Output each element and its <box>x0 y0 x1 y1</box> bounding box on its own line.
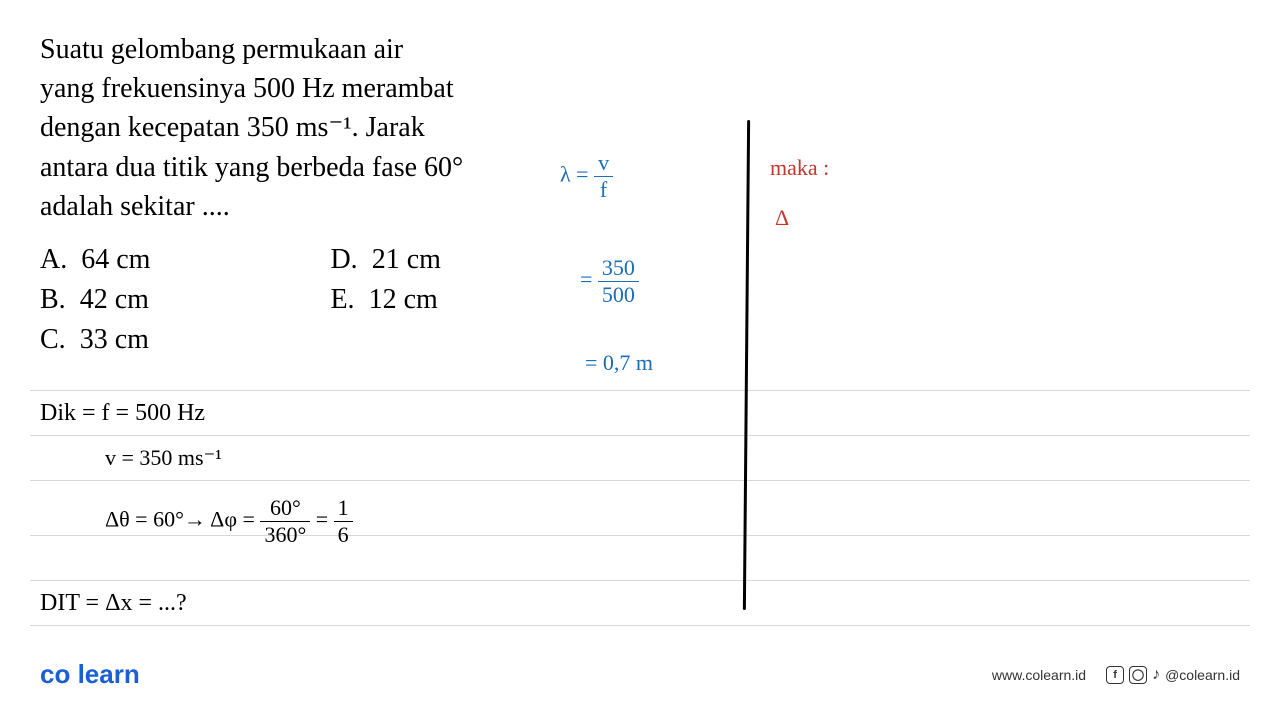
hw-text: Δ <box>775 205 789 230</box>
ruled-line <box>30 580 1250 581</box>
footer-url: www.colearn.id <box>992 667 1086 683</box>
hw-text: 360° <box>260 522 310 548</box>
footer-handle: @colearn.id <box>1165 667 1240 683</box>
hw-text: = <box>310 507 333 532</box>
question-line: dengan kecepatan 350 ms⁻¹. Jarak <box>40 112 425 143</box>
brand-logo: co learn <box>40 659 140 690</box>
handwriting-delta: Δ <box>775 205 789 231</box>
social-icons: f ◯ ♪ @colearn.id <box>1106 666 1240 684</box>
option-value: 12 cm <box>369 284 438 315</box>
option-e: E. 12 cm <box>330 284 440 316</box>
hw-text: 6 <box>334 522 353 548</box>
logo-dot <box>70 659 77 689</box>
option-value: 33 cm <box>80 324 149 355</box>
hw-text: Δθ = 60°→ Δφ = <box>105 507 260 532</box>
option-b: B. 42 cm <box>40 284 150 316</box>
options-container: A. 64 cm B. 42 cm C. 33 cm D. 21 cm E. 1… <box>40 244 1240 356</box>
hw-text: 1 <box>334 495 353 522</box>
hw-text: 500 <box>598 282 639 308</box>
question-line: adalah sekitar .... <box>40 191 230 222</box>
ruled-line <box>30 625 1250 626</box>
question-text: Suatu gelombang permukaan air yang freku… <box>40 30 550 226</box>
hw-text: f = 500 Hz <box>102 400 206 426</box>
ruled-line <box>30 435 1250 436</box>
hw-text: v = 350 ms⁻¹ <box>105 445 222 470</box>
options-col-left: A. 64 cm B. 42 cm C. 33 cm <box>40 244 150 356</box>
facebook-icon: f <box>1106 666 1124 684</box>
handwriting-lambda-calc: = 350500 <box>580 255 639 308</box>
logo-text: learn <box>78 659 140 689</box>
question-line: yang frekuensinya 500 Hz merambat <box>40 73 454 104</box>
hw-text: λ = <box>560 162 594 187</box>
content-area: Suatu gelombang permukaan air yang freku… <box>40 30 1240 356</box>
hw-text: DIT = Δx = ...? <box>40 590 187 616</box>
option-value: 64 cm <box>81 244 150 275</box>
hw-text: f <box>594 177 613 203</box>
logo-text: co <box>40 659 70 689</box>
options-col-right: D. 21 cm E. 12 cm <box>330 244 440 356</box>
handwriting-maka: maka : <box>770 155 829 181</box>
tiktok-icon: ♪ <box>1152 666 1160 684</box>
handwriting-v: v = 350 ms⁻¹ <box>105 445 222 471</box>
ruled-line <box>30 390 1250 391</box>
hw-text: 60° <box>260 495 310 522</box>
question-line: Suatu gelombang permukaan air <box>40 34 403 65</box>
hw-text: = 0,7 m <box>585 350 653 375</box>
handwriting-dtheta: Δθ = 60°→ Δφ = 60°360° = 16 <box>105 495 353 548</box>
hw-text: 350 <box>598 255 639 282</box>
ruled-line <box>30 480 1250 481</box>
question-line: antara dua titik yang berbeda fase 60° <box>40 152 463 183</box>
hw-text: Dik = <box>40 400 102 426</box>
option-a: A. 64 cm <box>40 244 150 276</box>
handwriting-dik: Dik = f = 500 Hz <box>40 400 205 427</box>
handwriting-lambda-result: = 0,7 m <box>585 350 653 376</box>
hw-text: v <box>594 150 613 177</box>
option-value: 21 cm <box>372 244 441 275</box>
handwriting-dit: DIT = Δx = ...? <box>40 590 187 617</box>
instagram-icon: ◯ <box>1129 666 1147 684</box>
option-d: D. 21 cm <box>330 244 440 276</box>
hw-text: maka : <box>770 155 829 180</box>
hw-text: = <box>580 267 598 292</box>
footer-right: www.colearn.id f ◯ ♪ @colearn.id <box>992 666 1240 684</box>
footer: co learn www.colearn.id f ◯ ♪ @colearn.i… <box>40 659 1240 690</box>
option-value: 42 cm <box>80 284 149 315</box>
option-c: C. 33 cm <box>40 324 150 356</box>
handwriting-lambda-formula: λ = vf <box>560 150 613 203</box>
